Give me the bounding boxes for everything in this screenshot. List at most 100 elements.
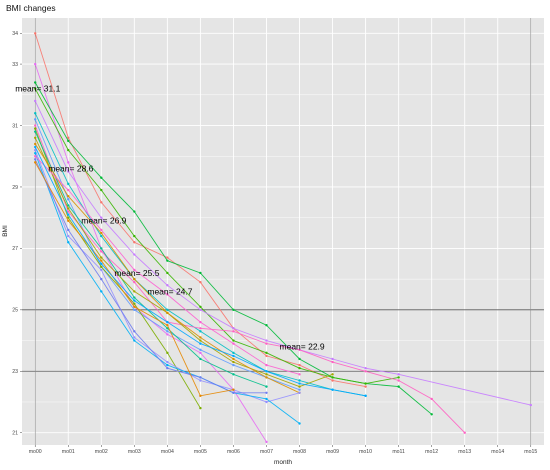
data-point bbox=[133, 268, 136, 272]
data-point bbox=[166, 256, 169, 259]
data-point bbox=[133, 299, 136, 302]
data-point bbox=[133, 290, 136, 293]
data-point bbox=[166, 320, 169, 324]
data-point bbox=[34, 161, 37, 164]
data-point bbox=[265, 400, 268, 404]
data-point bbox=[166, 308, 169, 312]
data-point bbox=[67, 182, 70, 186]
series-12 bbox=[34, 142, 301, 394]
series-18 bbox=[34, 145, 367, 398]
data-point bbox=[529, 403, 532, 407]
x-axis-ticks: mo00 mo01 mo02 mo03 mo04 mo05 mo06 mo07 mo08 mo09… bbox=[29, 445, 537, 455]
data-point bbox=[100, 262, 103, 265]
data-point bbox=[232, 354, 235, 358]
mean-label: mean= 31.1 bbox=[15, 84, 60, 94]
data-point bbox=[232, 388, 235, 391]
series-17 bbox=[34, 161, 235, 398]
data-point bbox=[364, 382, 367, 385]
data-point bbox=[232, 339, 235, 342]
data-point bbox=[67, 198, 70, 201]
x-tick-label: mo10 bbox=[359, 449, 372, 455]
y-tick-label: 34 bbox=[12, 31, 18, 37]
data-point bbox=[265, 370, 268, 373]
data-point bbox=[364, 394, 367, 398]
series-10 bbox=[34, 130, 268, 388]
x-tick-label: mo07 bbox=[260, 449, 273, 455]
data-point bbox=[133, 302, 136, 305]
data-point bbox=[232, 363, 235, 367]
data-point bbox=[298, 382, 301, 385]
data-point bbox=[298, 357, 301, 361]
series-line bbox=[34, 137, 333, 388]
x-tick-label: mo12 bbox=[425, 449, 438, 455]
data-point bbox=[298, 373, 301, 376]
mean-annotations: mean= 31.1 mean= 28.6 mean= 26.9 mean= 25.5… bbox=[15, 84, 325, 352]
x-tick-label: mo00 bbox=[29, 449, 42, 455]
data-point bbox=[166, 259, 169, 262]
data-point bbox=[34, 81, 37, 84]
data-point bbox=[67, 204, 70, 207]
data-point bbox=[67, 161, 70, 164]
data-point bbox=[166, 363, 169, 367]
data-point bbox=[298, 367, 301, 370]
data-point bbox=[100, 201, 103, 204]
data-series bbox=[34, 32, 532, 444]
data-point bbox=[199, 351, 202, 355]
data-point bbox=[364, 370, 367, 373]
data-point bbox=[67, 148, 70, 152]
data-point bbox=[331, 360, 334, 364]
data-point bbox=[265, 376, 268, 379]
data-point bbox=[397, 379, 400, 382]
data-point bbox=[331, 357, 334, 361]
y-axis-ticks: 21 23 25 27 29 31 33 34 bbox=[12, 31, 22, 437]
data-point bbox=[265, 342, 268, 345]
data-point bbox=[166, 327, 169, 330]
data-point bbox=[34, 62, 37, 66]
data-point bbox=[199, 357, 202, 361]
data-point bbox=[100, 176, 103, 179]
series-11 bbox=[34, 136, 334, 388]
mean-label: mean= 24.7 bbox=[147, 286, 192, 296]
chart-title: BMI changes bbox=[6, 3, 56, 13]
y-tick-label: 27 bbox=[12, 246, 18, 252]
x-axis-title: month bbox=[274, 459, 292, 466]
data-point bbox=[67, 136, 70, 140]
data-point bbox=[34, 32, 37, 35]
data-point bbox=[67, 213, 70, 216]
data-point bbox=[100, 247, 103, 250]
data-point bbox=[265, 440, 268, 444]
data-point bbox=[199, 348, 202, 351]
mean-label: mean= 26.9 bbox=[81, 216, 126, 226]
data-point bbox=[199, 330, 202, 333]
data-point bbox=[199, 376, 202, 379]
y-tick-label: 23 bbox=[12, 369, 18, 375]
data-point bbox=[34, 130, 37, 133]
data-point bbox=[298, 388, 301, 391]
x-tick-label: mo13 bbox=[458, 449, 471, 455]
data-point bbox=[34, 155, 37, 158]
data-point bbox=[133, 296, 136, 299]
plot-panel bbox=[22, 18, 544, 445]
data-point bbox=[166, 367, 169, 370]
mean-label: mean= 28.6 bbox=[48, 164, 93, 174]
data-point bbox=[166, 323, 169, 327]
data-point bbox=[100, 265, 103, 269]
data-point bbox=[364, 367, 367, 370]
series-14 bbox=[34, 151, 301, 425]
data-point bbox=[298, 391, 301, 394]
data-point bbox=[199, 280, 202, 284]
data-point bbox=[265, 397, 268, 401]
series-4 bbox=[34, 87, 400, 385]
data-point bbox=[298, 363, 301, 367]
data-point bbox=[166, 351, 169, 355]
data-point bbox=[67, 207, 70, 210]
data-point bbox=[34, 118, 37, 121]
data-point bbox=[298, 379, 301, 382]
data-point bbox=[67, 210, 70, 213]
data-point bbox=[232, 357, 235, 361]
data-point bbox=[232, 373, 235, 376]
series-16 bbox=[34, 158, 268, 394]
data-point bbox=[100, 277, 103, 281]
series-5 bbox=[34, 99, 532, 407]
